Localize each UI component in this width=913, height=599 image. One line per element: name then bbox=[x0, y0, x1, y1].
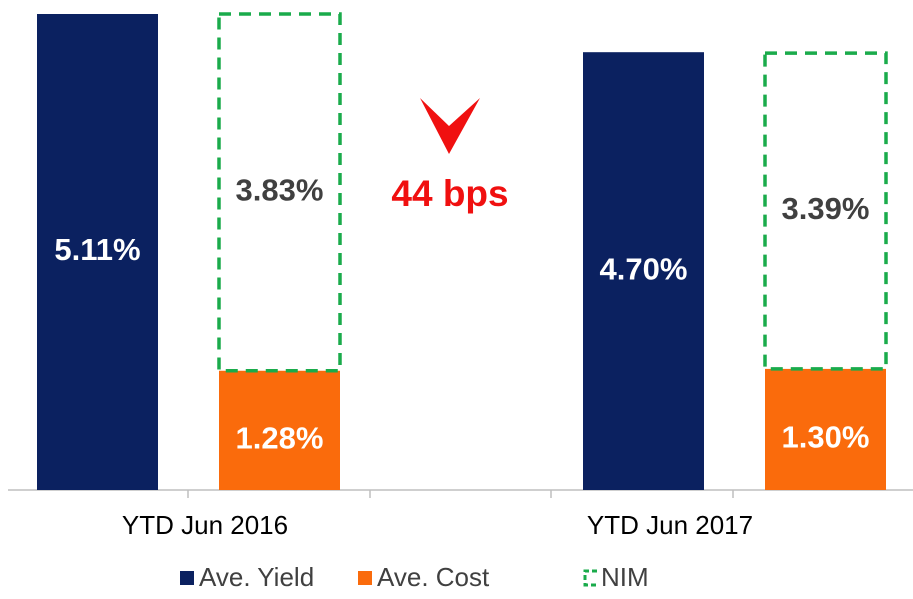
bar bbox=[765, 368, 886, 490]
bar bbox=[37, 14, 158, 490]
legend-label: Ave. Cost bbox=[377, 562, 490, 592]
data-label: 3.83% bbox=[236, 173, 324, 208]
data-label: 5.11% bbox=[54, 232, 140, 267]
data-label: 1.30% bbox=[782, 420, 870, 455]
legend-label: Ave. Yield bbox=[199, 562, 314, 592]
x-tick-label: YTD Jun 2016 bbox=[122, 510, 288, 540]
data-label: 1.28% bbox=[236, 421, 324, 456]
legend-swatch bbox=[180, 571, 194, 585]
x-tick-label: YTD Jun 2017 bbox=[587, 510, 753, 540]
bar bbox=[217, 12, 342, 373]
data-label: 3.39% bbox=[782, 191, 870, 226]
down-arrow bbox=[420, 98, 480, 154]
bar bbox=[583, 52, 704, 491]
legend-swatch bbox=[583, 569, 597, 587]
annotation: 44 bps bbox=[391, 173, 508, 214]
legend-label: NIM bbox=[601, 562, 649, 592]
data-label: 4.70% bbox=[600, 251, 688, 286]
legend-swatch bbox=[358, 571, 372, 585]
bar bbox=[219, 370, 340, 490]
bar bbox=[763, 51, 888, 371]
